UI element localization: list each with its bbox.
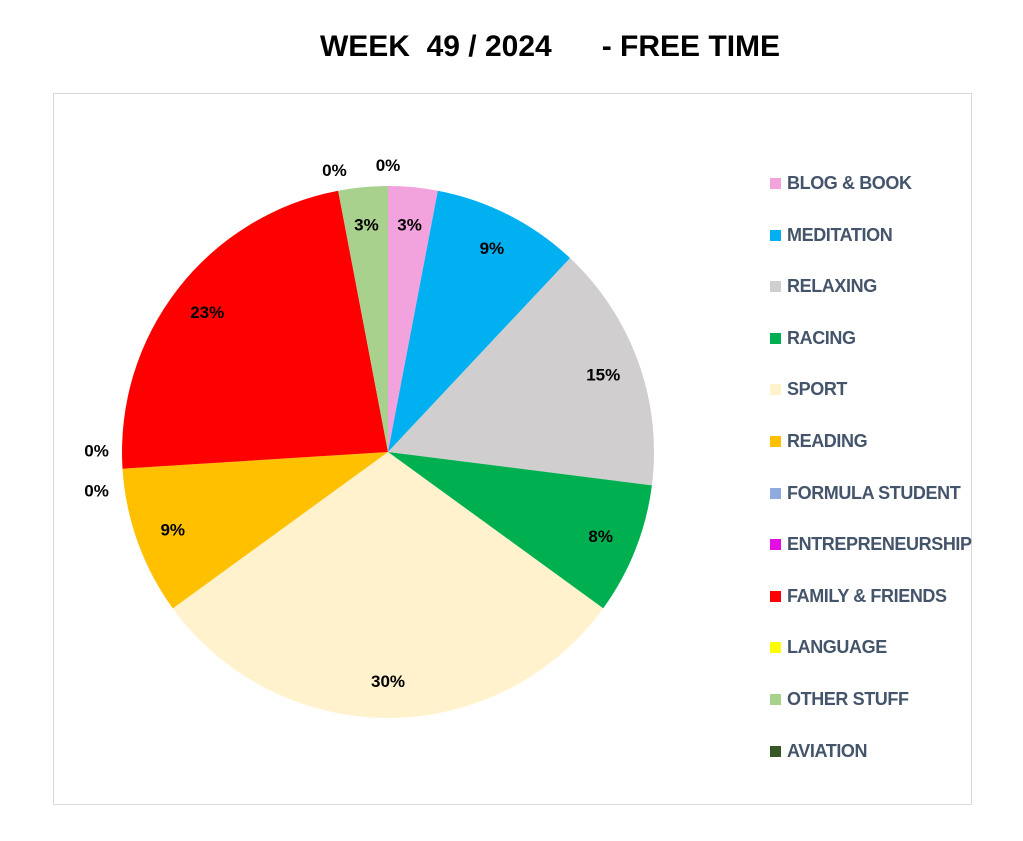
legend-swatch [770,281,781,293]
legend-item-sport: SPORT [770,378,980,400]
data-label-relaxing: 15% [586,366,620,385]
legend-item-family-friends: FAMILY & FRIENDS [770,585,980,607]
pie-slice-meditation [388,190,571,452]
legend-item-racing: RACING [770,327,980,349]
legend-label: LANGUAGE [787,637,887,658]
legend-swatch [770,590,781,602]
legend-swatch [770,332,781,344]
legend-label: ENTREPRENEURSHIP [787,534,972,555]
data-label-reading: 9% [160,520,185,539]
legend-label: READING [787,431,868,451]
legend-swatch [770,384,781,396]
data-label-blog-book: 3% [397,215,422,234]
legend-label: AVIATION [787,740,868,761]
legend-label: BLOG & BOOK [787,173,912,193]
pie-slice-reading [122,452,388,609]
legend-item-language: LANGUAGE [770,636,980,658]
legend-label: RELAXING [787,276,877,297]
data-label-racing: 8% [588,527,613,546]
legend-item-entrepreneurship: ENTREPRENEURSHIP [770,533,980,555]
legend-swatch [770,694,781,705]
legend-item-other-stuff: OTHER STUFF [770,688,980,710]
legend-swatch [770,229,781,241]
chart-title: WEEK 49 / 2024 - FREE TIME [319,30,781,63]
legend-swatch [770,642,781,654]
pie-slice-racing [388,452,652,609]
legend-swatch [770,487,781,499]
legend-swatch [770,436,781,447]
legend-label: RACING [787,327,856,348]
data-label-family-friends: 23% [190,303,224,322]
pie-slice-blog-book [388,186,438,452]
data-label-language: 0% [322,161,347,180]
pie-slice-other-stuff [338,186,388,452]
data-label-other-stuff: 3% [354,215,379,234]
data-label-sport: 30% [371,672,405,691]
legend-swatch [770,178,781,189]
legend-item-blog-book: BLOG & BOOK [770,172,980,194]
legend-item-relaxing: RELAXING [770,275,980,297]
data-label-meditation: 9% [480,239,505,258]
legend-item-meditation: MEDITATION [770,224,980,246]
data-label-aviation: 0% [376,156,401,175]
pie-slice-sport [172,452,604,718]
data-label-entrepreneurship: 0% [84,481,109,500]
legend-label: FORMULA STUDENT [787,482,961,503]
data-label-formula-student: 0% [84,441,109,460]
legend-label: MEDITATION [787,224,893,245]
legend-label: OTHER STUFF [787,689,909,709]
legend-item-aviation: AVIATION [770,740,980,762]
legend-item-formula-student: FORMULA STUDENT [770,482,980,504]
legend-item-reading: READING [770,430,980,452]
legend-swatch [770,745,781,757]
legend-swatch [770,539,781,551]
legend-label: FAMILY & FRIENDS [787,585,947,606]
pie-slice-family-friends [122,190,388,469]
legend-label: SPORT [787,379,848,400]
pie-slice-relaxing [388,258,654,486]
